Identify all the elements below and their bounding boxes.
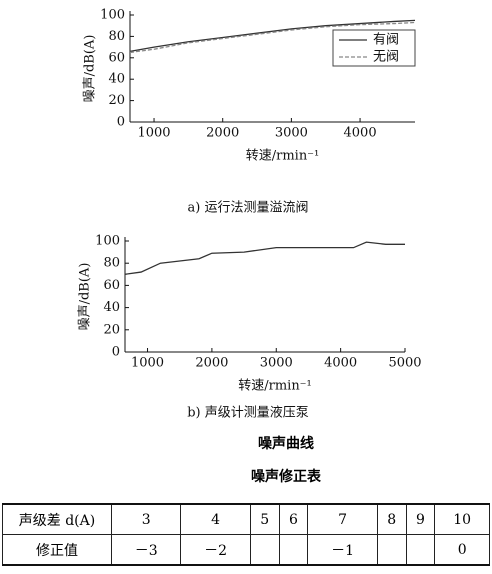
x-tick-label: 3000	[260, 356, 293, 371]
y-tick-label: 100	[100, 8, 125, 23]
y-tick-label: 0	[112, 345, 120, 360]
x-tick-label: 4000	[344, 126, 377, 141]
y-tick-label: 60	[103, 278, 120, 293]
x-tick-label: 2000	[195, 356, 228, 371]
table-row: 修正值 －3 －2 －1 0	[2, 534, 490, 566]
row-header: 声级差 d(A)	[2, 503, 112, 535]
table-cell: 3	[110, 503, 182, 535]
correction-table: 声级差 d(A) 3 4 5 6 7 8 9 10 修正值 －3 －2 －1 0	[2, 503, 490, 566]
table-cell: 10	[434, 503, 490, 535]
x-axis-label: 转速/rmin⁻¹	[238, 379, 312, 394]
y-tick-label: 40	[103, 300, 120, 315]
x-tick-label: 2000	[206, 126, 239, 141]
table-cell: －3	[110, 534, 182, 566]
x-tick-label: 3000	[275, 126, 308, 141]
y-tick-label: 80	[108, 29, 125, 44]
heading: 噪声曲线	[258, 436, 314, 452]
table-cell: 0	[434, 534, 490, 566]
y-tick-label: 20	[103, 322, 120, 337]
y-tick-label: 80	[103, 256, 120, 271]
x-tick-label: 1000	[131, 356, 164, 371]
heading: 噪声修正表	[251, 469, 321, 485]
table-cell: 6	[278, 503, 309, 535]
table-cell: 8	[376, 503, 407, 535]
x-axis-label: 转速/rmin⁻¹	[246, 149, 320, 164]
table-cell: 7	[307, 503, 378, 535]
table-cell	[278, 534, 309, 566]
y-tick-label: 60	[108, 50, 125, 65]
table-cell: －1	[307, 534, 378, 566]
y-axis-label: 噪声/dB(A)	[83, 35, 98, 103]
y-axis-label: 噪声/dB(A)	[78, 263, 93, 331]
y-tick-label: 100	[95, 234, 120, 249]
table-cell: －2	[180, 534, 251, 566]
table-cell: 9	[405, 503, 436, 535]
data-line	[129, 21, 416, 54]
table-cell	[405, 534, 436, 566]
y-tick-label: 20	[108, 93, 125, 108]
table-cell	[376, 534, 407, 566]
x-tick-label: 1000	[137, 126, 170, 141]
y-tick-label: 40	[108, 72, 125, 87]
y-tick-label: 0	[117, 115, 125, 130]
data-line	[124, 241, 405, 275]
table-cell	[249, 534, 280, 566]
legend-label: 有阀	[373, 33, 399, 48]
table-cell: 4	[180, 503, 251, 535]
legend-label: 无阀	[373, 50, 399, 65]
legend-box	[332, 29, 416, 67]
table-cell: 5	[249, 503, 280, 535]
row-header: 修正值	[2, 534, 112, 566]
data-line	[129, 19, 416, 53]
table-row: 声级差 d(A) 3 4 5 6 7 8 9 10	[2, 503, 490, 535]
x-tick-label: 5000	[388, 356, 421, 371]
caption: a) 运行法测量溢流阀	[188, 201, 309, 216]
x-tick-label: 4000	[324, 356, 357, 371]
caption: b) 声级计测量液压泵	[187, 406, 309, 421]
